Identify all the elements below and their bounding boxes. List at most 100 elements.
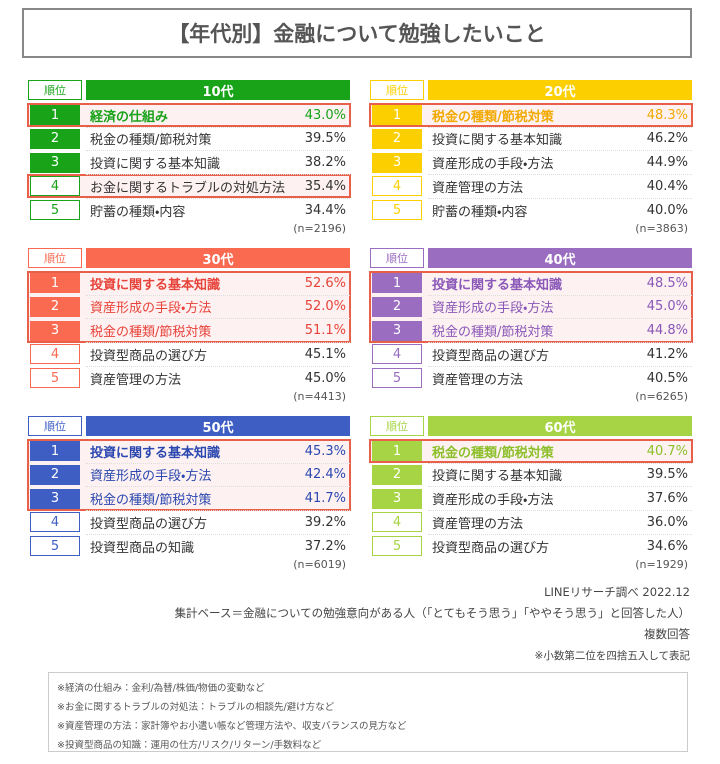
percent: 35.4% — [304, 178, 346, 194]
rank-cell: 5 — [30, 536, 80, 557]
rank-cell: 3 — [30, 320, 80, 341]
percent: 51.1% — [304, 323, 346, 339]
percent: 45.0% — [646, 299, 688, 315]
rank-cell: 3 — [372, 320, 422, 341]
sample-size: (n=6265) — [635, 390, 688, 403]
rank-cell: 1 — [372, 273, 422, 293]
percent: 39.5% — [304, 131, 346, 147]
item-label: 資産管理の方法 — [90, 372, 182, 388]
age-header: 30代 — [86, 248, 350, 268]
rank-cell: 5 — [372, 536, 422, 557]
sample-size: (n=6019) — [293, 558, 346, 571]
row-separator — [86, 150, 350, 152]
rank-cell: 1 — [372, 105, 422, 125]
percent: 40.7% — [646, 443, 688, 459]
item-label: 税金の種類/節税対策 — [90, 133, 212, 149]
rank-header: 順位 — [370, 416, 424, 436]
highlight-box — [27, 103, 351, 127]
percent: 48.3% — [646, 107, 688, 123]
rank-cell: 5 — [372, 200, 422, 221]
percent: 45.1% — [304, 346, 346, 362]
rank-header: 順位 — [370, 80, 424, 100]
item-label: 投資型商品の知識 — [90, 540, 195, 556]
footer-line: ※小数第二位を四捨五入して表記 — [534, 650, 690, 662]
row-separator — [428, 342, 692, 344]
item-label: 経済の仕組み — [90, 109, 169, 125]
item-label: 資産管理の方法 — [432, 180, 524, 196]
title: 【年代別】金融について勉強したいこと — [22, 8, 692, 58]
highlight-box — [27, 271, 351, 343]
age-header: 60代 — [428, 416, 692, 436]
footer-line: 複数回答 — [644, 627, 690, 641]
rank-cell: 4 — [30, 512, 80, 533]
footer-line: 集計ベース＝金融についての勉強意向がある人（「とてもそう思う」「ややそう思う」と… — [174, 606, 690, 620]
percent: 40.4% — [646, 178, 688, 194]
rank-cell: 4 — [372, 344, 422, 365]
rank-cell: 5 — [30, 368, 80, 389]
rank-cell: 5 — [30, 200, 80, 221]
rank-cell: 1 — [372, 441, 422, 461]
row-separator — [428, 486, 692, 488]
item-label: 投資に関する基本知識 — [90, 445, 221, 461]
row-separator — [428, 510, 692, 512]
percent: 45.3% — [304, 443, 346, 459]
note-line: ※投資型商品の知識：運用の仕方/リスク/リターン/手数料など — [57, 740, 322, 751]
percent: 34.6% — [646, 538, 688, 554]
percent: 34.4% — [304, 202, 346, 218]
percent: 38.2% — [304, 155, 346, 171]
item-label: 投資型商品の選び方 — [90, 348, 208, 364]
percent: 43.0% — [304, 107, 346, 123]
item-label: 資産形成の手段・方法 — [432, 301, 554, 317]
sample-size: (n=2196) — [293, 222, 346, 235]
percent: 46.2% — [646, 131, 688, 147]
item-label: 税金の種類/節税対策 — [90, 325, 212, 341]
percent: 40.0% — [646, 202, 688, 218]
percent: 37.2% — [304, 538, 346, 554]
rank-cell: 1 — [30, 441, 80, 461]
note-line: ※お金に関するトラブルの対処法：トラブルの相談先/避け方など — [57, 702, 335, 713]
item-label: 税金の種類/節税対策 — [432, 445, 554, 461]
rank-cell: 2 — [30, 296, 80, 317]
row-separator — [86, 365, 350, 367]
footer-line: LINEリサーチ調べ 2022.12 — [544, 585, 690, 599]
item-label: 資産形成の手段・方法 — [432, 157, 554, 173]
row-separator — [86, 510, 350, 512]
item-label: 貯蓄の種類・内容 — [432, 204, 528, 220]
sample-size: (n=4413) — [293, 390, 346, 403]
item-label: 資産管理の方法 — [432, 516, 524, 532]
row-separator — [86, 174, 350, 176]
row-separator — [86, 318, 350, 320]
rank-header: 順位 — [28, 248, 82, 268]
item-label: 資産管理の方法 — [432, 372, 524, 388]
item-label: 投資に関する基本知識 — [90, 277, 221, 293]
highlight-box — [27, 174, 351, 199]
row-separator — [428, 197, 692, 199]
notes-box: ※経済の仕組み：金利/為替/株価/物価の変動など ※お金に関するトラブルの対処法：… — [48, 672, 688, 752]
item-label: 税金の種類/節税対策 — [432, 325, 554, 341]
percent: 39.5% — [646, 467, 688, 483]
row-separator — [86, 486, 350, 488]
row-separator — [86, 126, 350, 128]
rank-cell: 4 — [30, 344, 80, 365]
percent: 52.0% — [304, 299, 346, 315]
row-separator — [428, 174, 692, 176]
percent: 37.6% — [646, 491, 688, 507]
note-line: ※資産管理の方法：家計簿やお小遣い帳など管理方法や、収支バランスの見方など — [57, 721, 407, 732]
item-label: 資産形成の手段・方法 — [90, 469, 212, 485]
percent: 39.2% — [304, 514, 346, 530]
row-separator — [428, 533, 692, 535]
percent: 42.4% — [304, 467, 346, 483]
highlight-box — [369, 271, 693, 343]
rank-cell: 4 — [372, 512, 422, 533]
rank-cell: 2 — [372, 464, 422, 485]
row-separator — [428, 294, 692, 296]
row-separator — [86, 462, 350, 464]
percent: 40.5% — [646, 370, 688, 386]
age-header: 10代 — [86, 80, 350, 100]
age-header: 40代 — [428, 248, 692, 268]
percent: 44.9% — [646, 155, 688, 171]
item-label: お金に関するトラブルの対処方法 — [90, 180, 286, 196]
rank-cell: 3 — [372, 488, 422, 509]
item-label: 投資に関する基本知識 — [90, 157, 221, 173]
